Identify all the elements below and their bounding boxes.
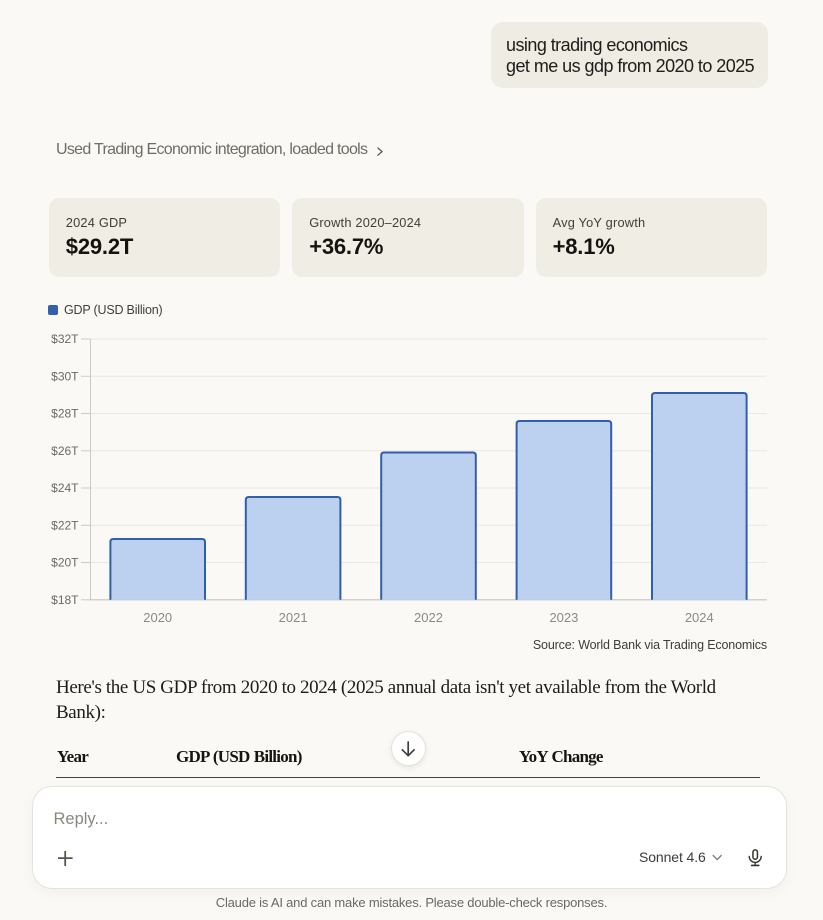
svg-text:$30T: $30T	[51, 370, 79, 384]
svg-text:$32T: $32T	[51, 332, 79, 346]
svg-text:$28T: $28T	[51, 407, 79, 421]
svg-text:2022: 2022	[414, 610, 443, 625]
svg-text:2020: 2020	[143, 610, 172, 625]
svg-text:$26T: $26T	[51, 444, 79, 458]
svg-text:$20T: $20T	[51, 556, 79, 570]
svg-text:2023: 2023	[549, 610, 578, 625]
svg-text:2021: 2021	[279, 610, 308, 625]
svg-text:$22T: $22T	[51, 519, 79, 533]
svg-text:$18T: $18T	[51, 593, 79, 607]
svg-text:2024: 2024	[685, 610, 714, 625]
svg-text:$24T: $24T	[51, 481, 79, 495]
